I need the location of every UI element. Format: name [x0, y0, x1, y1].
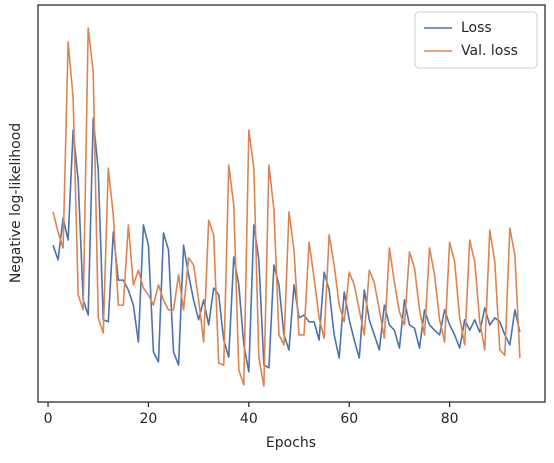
y-axis-label: Negative log-likelihood	[8, 123, 24, 283]
x-tick-label: 0	[44, 411, 53, 427]
x-tick-label: 60	[340, 411, 358, 427]
legend-box	[414, 11, 538, 69]
plot-frame	[37, 4, 546, 403]
x-tick-label: 80	[441, 411, 459, 427]
data-line	[52, 117, 521, 373]
x-tick-label: 40	[240, 411, 258, 427]
data-line	[52, 27, 521, 387]
x-tick-label: 20	[140, 411, 158, 427]
legend-label: Val. loss	[461, 43, 518, 59]
legend-label: Loss	[461, 20, 492, 36]
x-axis-label: Epochs	[266, 435, 316, 451]
